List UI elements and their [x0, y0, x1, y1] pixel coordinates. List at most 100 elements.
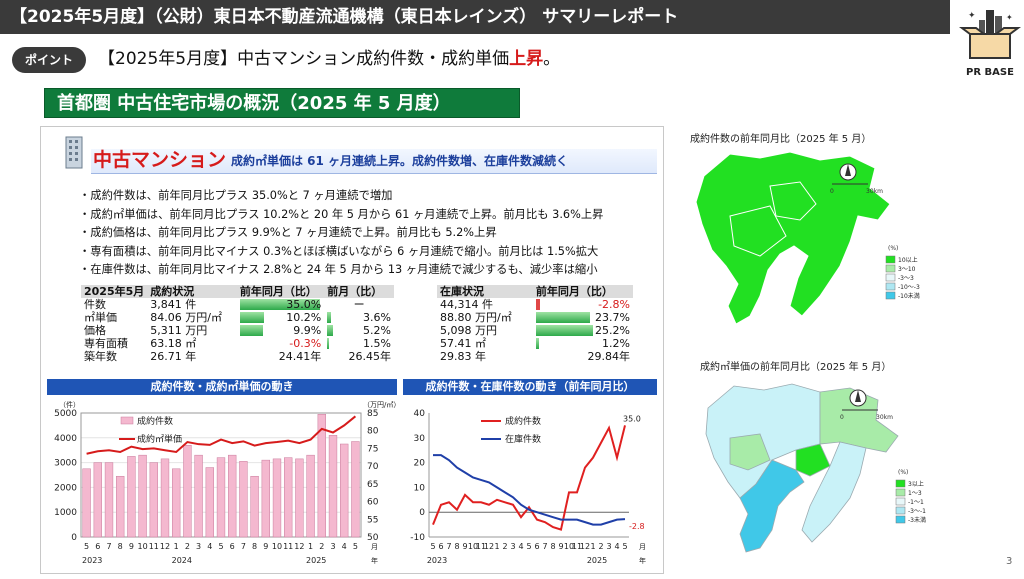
x-tick-label: 7 — [241, 542, 246, 551]
report-title-bar: 【2025年5月度】（公財）東日本不動産流通機構（東日本レインズ） サマリーレポ… — [0, 0, 950, 34]
x-tick-label: 5 — [430, 542, 435, 551]
legend-label: -10未満 — [898, 292, 920, 300]
table-header: 前年同月（比） — [236, 285, 325, 298]
y-tick-label: 5000 — [54, 409, 77, 419]
x-tick-label: 5 — [353, 542, 358, 551]
svg-text:✦: ✦ — [1006, 13, 1013, 22]
bar — [328, 435, 338, 538]
legend-label: 10以上 — [898, 256, 918, 264]
legend-label: 1～3 — [908, 490, 922, 497]
legend-swatch — [895, 515, 906, 524]
map-region — [769, 181, 817, 221]
bar — [172, 468, 181, 538]
legend-label: 成約件数 — [505, 415, 541, 427]
legend-swatch-bar — [120, 416, 134, 425]
x-tick-label: 5 — [84, 542, 89, 551]
y-tick-label: 40 — [414, 409, 426, 419]
row-value: 29.83 年 — [440, 350, 486, 363]
x-tick-label: 8 — [252, 542, 257, 551]
x-tick-label: 10 — [138, 542, 148, 551]
yoy-value: 25.2% — [595, 324, 630, 337]
svg-text:✦: ✦ — [968, 11, 976, 21]
chart2-title: 成約件数・在庫件数の動き（前年同月比） — [403, 379, 657, 395]
yoy-cell: 25.2% — [533, 324, 633, 337]
yoy-cell: -0.3% — [237, 337, 324, 350]
x-tick-label: 11 — [149, 542, 159, 551]
scale-label: 30km — [876, 414, 893, 421]
table-header: 2025年5月 — [81, 285, 148, 298]
contract-status-table: 2025年5月 成約状況 前年同月（比） 前月（比） 件数 3,841 件 35… — [81, 285, 394, 363]
mom-value: 5.2% — [363, 324, 391, 337]
map2-legend: 3以上 1～3 -1～1 -3～-1-3未満 — [895, 479, 926, 524]
legend-swatch — [885, 282, 896, 291]
x-tick-label: 2 — [185, 542, 190, 551]
x-month-suffix: 月 — [639, 543, 646, 551]
x-tick-label: 9 — [263, 542, 268, 551]
x-tick-label: 9 — [462, 542, 467, 551]
yoy-bar — [239, 312, 264, 323]
scale-start: 0 — [840, 414, 844, 421]
x-tick-label: 7 — [106, 542, 111, 551]
mom-value: ー — [353, 298, 365, 311]
x-tick-label: 7 — [542, 542, 547, 551]
table-row: 88.80 万円/㎡ 23.7% — [437, 311, 633, 324]
legend-unit: (%) — [898, 469, 908, 476]
y-tick-label: 0 — [71, 533, 77, 543]
bar — [149, 462, 158, 538]
x-tick-label: 10 — [564, 542, 574, 551]
x-tick-label: 3 — [196, 542, 201, 551]
chart-contracts-unit-price: 5000400030002000100008580757065605550（件）… — [54, 400, 397, 565]
mom-value: 26.45年 — [348, 350, 392, 363]
table-header-row: 2025年5月 成約状況 前年同月（比） 前月（比） — [81, 285, 394, 298]
yoy-bar — [535, 338, 539, 349]
point-text-end: 。 — [543, 49, 561, 69]
mom-cell: 5.2% — [324, 324, 394, 337]
x-tick-label: 2 — [502, 542, 507, 551]
x-year-suffix: 年 — [371, 556, 378, 565]
summary-bullets: ・成約件数は、前年同月比プラス 35.0%と 7 ヶ月連続で増加 ・成約㎡単価は… — [79, 187, 659, 280]
bar — [228, 454, 237, 538]
legend-unit: (%) — [888, 245, 898, 252]
x-tick-label: 1 — [590, 542, 595, 551]
x-month-suffix: 月 — [371, 543, 378, 551]
end-value-label: -2.8 — [629, 522, 645, 531]
x-tick-label: 8 — [118, 542, 123, 551]
x-year-label: 2025 — [306, 556, 326, 565]
table-row: 件数 3,841 件 35.0% ー — [81, 298, 394, 311]
x-tick-label: 2 — [598, 542, 603, 551]
y2-tick-label: 60 — [367, 498, 379, 508]
legend-swatch — [885, 273, 896, 282]
point-badge: ポイント — [12, 47, 86, 73]
x-tick-label: 5 — [622, 542, 627, 551]
table-row: ㎡単価 84.06 万円/㎡ 10.2% 3.6% — [81, 311, 394, 324]
bar — [284, 457, 293, 538]
x-tick-label: 6 — [534, 542, 539, 551]
x-tick-label: 10 — [468, 542, 478, 551]
table-row: 専有面積 63.18 ㎡ -0.3% 1.5% — [81, 337, 394, 350]
y2-tick-label: 80 — [367, 427, 379, 437]
x-year-label: 2024 — [172, 556, 192, 565]
legend-swatch — [885, 264, 896, 273]
legend-swatch — [895, 497, 906, 506]
bar — [239, 461, 248, 538]
chart1-title: 成約件数・成約㎡単価の動き — [47, 379, 397, 395]
yoy-value: -2.8% — [598, 298, 630, 311]
yoy-cell: -2.8% — [533, 298, 633, 311]
logo-text: PR BASE — [966, 67, 1014, 78]
yoy-cell: 23.7% — [533, 311, 633, 324]
x-tick-label: 12 — [484, 542, 494, 551]
y2-tick-label: 75 — [367, 444, 378, 454]
x-tick-label: 1 — [174, 542, 179, 551]
yoy-value: 1.2% — [602, 337, 630, 350]
x-tick-label: 6 — [95, 542, 100, 551]
apartment-building-icon — [65, 136, 83, 169]
map-region — [729, 205, 787, 257]
row-value: 26.71 年 — [150, 350, 197, 363]
bar — [340, 443, 349, 538]
yoy-value: 23.7% — [595, 311, 630, 324]
end-value-label: 35.0 — [623, 414, 641, 423]
bar — [93, 462, 102, 538]
x-tick-label: 6 — [438, 542, 443, 551]
bar — [160, 458, 170, 538]
y-tick-label: 10 — [414, 483, 426, 493]
